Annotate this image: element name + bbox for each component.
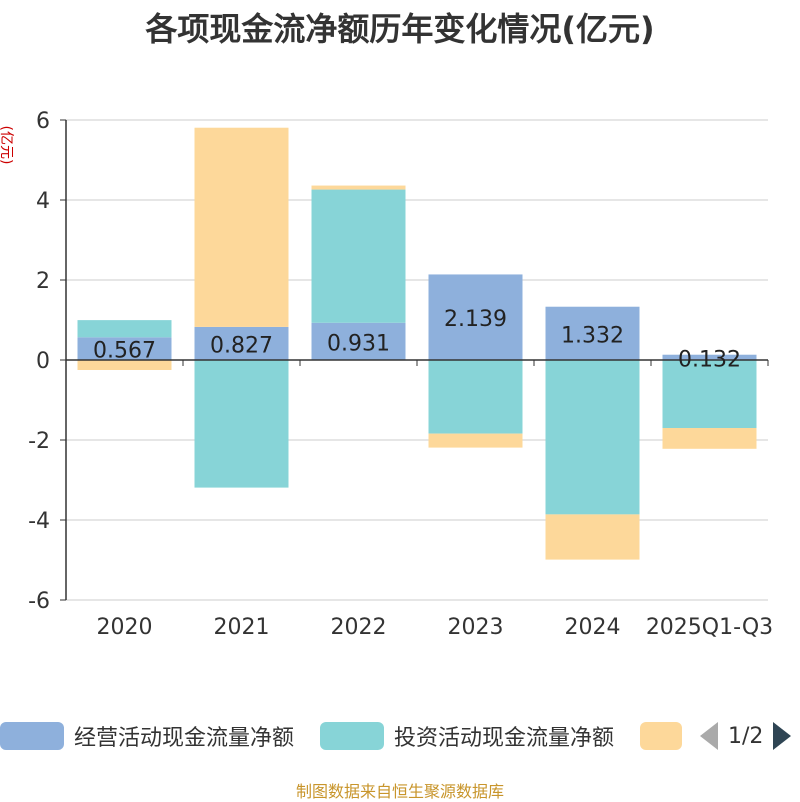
legend-item-investing[interactable]: 投资活动现金流量净额 (320, 716, 614, 756)
grid-layer (66, 119, 768, 601)
bar-s0-2025Q1-Q3[interactable] (662, 354, 757, 360)
bar-s0-2024[interactable] (545, 306, 640, 360)
y-axis-unit-label: (亿元) (0, 126, 14, 165)
legend-swatch-financing (640, 722, 682, 750)
data-label-2025Q1-Q3: 0.132 (678, 347, 741, 372)
chart-title: 各项现金流净额历年变化情况(亿元) (145, 10, 655, 48)
y-tick-label-1: -4 (28, 509, 50, 534)
bar-s2-2023[interactable] (428, 433, 523, 448)
bar-s0-2023[interactable] (428, 274, 523, 360)
bar-s1-2024[interactable] (545, 360, 640, 515)
data-label-2020: 0.567 (93, 339, 156, 364)
bar-s2-2021[interactable] (194, 127, 289, 327)
data-label-2024: 1.332 (561, 323, 624, 348)
bar-s0-2020[interactable] (77, 337, 172, 360)
pager-next-icon[interactable] (773, 722, 792, 750)
y-tick-label-5: 4 (36, 189, 50, 214)
y-tick-label-6: 6 (36, 109, 50, 134)
bar-s1-2023[interactable] (428, 360, 523, 434)
x-tick-label-2021: 2021 (214, 615, 270, 640)
legend-swatch-operating (0, 722, 64, 750)
legend-item-financing[interactable] (640, 716, 682, 756)
data-source-note: 制图数据来自恒生聚源数据库 (295, 782, 504, 801)
x-tick-label-2025Q1-Q3: 2025Q1-Q3 (646, 615, 773, 640)
x-tick-label-2023: 2023 (448, 615, 504, 640)
bar-s2-2025Q1-Q3[interactable] (662, 428, 757, 449)
bar-s2-2022[interactable] (311, 185, 406, 190)
data-label-2022: 0.931 (327, 331, 390, 356)
x-tick-label-2024: 2024 (565, 615, 621, 640)
legend-swatch-investing (320, 722, 384, 750)
y-tick-label-0: -6 (28, 589, 50, 614)
label-layer: 0.567 0.827 0.931 2.139 1.332 0.132 (93, 307, 741, 372)
bar-s1-2020[interactable] (77, 320, 172, 338)
pager-text: 1/2 (728, 723, 764, 749)
x-tick-label-2020: 2020 (97, 615, 153, 640)
bar-s1-2022[interactable] (311, 189, 406, 323)
y-tick-label-2: -2 (28, 429, 50, 454)
bar-s1-2021[interactable] (194, 360, 289, 488)
bar-s2-2024[interactable] (545, 514, 640, 560)
x-tick-label-2022: 2022 (331, 615, 387, 640)
legend-label-operating: 经营活动现金流量净额 (74, 726, 295, 751)
bar-s0-2021[interactable] (194, 326, 289, 360)
pager-prev-icon[interactable] (700, 722, 718, 750)
y-tick-label-3: 0 (36, 349, 50, 374)
legend-pager: 1/2 (700, 716, 792, 756)
legend-item-operating[interactable]: 经营活动现金流量净额 (0, 716, 294, 756)
bar-s1-2025Q1-Q3[interactable] (662, 360, 757, 428)
bar-s0-2022[interactable] (311, 322, 406, 360)
axis-layer: -6 -4 -2 0 2 4 6 2020 2021 2022 2023 2024 2025Q1-Q3 (28, 109, 773, 640)
bar-s2-2020[interactable] (77, 360, 172, 370)
data-label-2021: 0.827 (210, 333, 273, 358)
legend-label-investing: 投资活动现金流量净额 (394, 726, 615, 751)
bar-layer (77, 127, 757, 560)
legend: 经营活动现金流量净额 投资活动现金流量净额 (0, 716, 800, 756)
y-tick-label-4: 2 (36, 269, 50, 294)
data-label-2023: 2.139 (444, 307, 507, 332)
